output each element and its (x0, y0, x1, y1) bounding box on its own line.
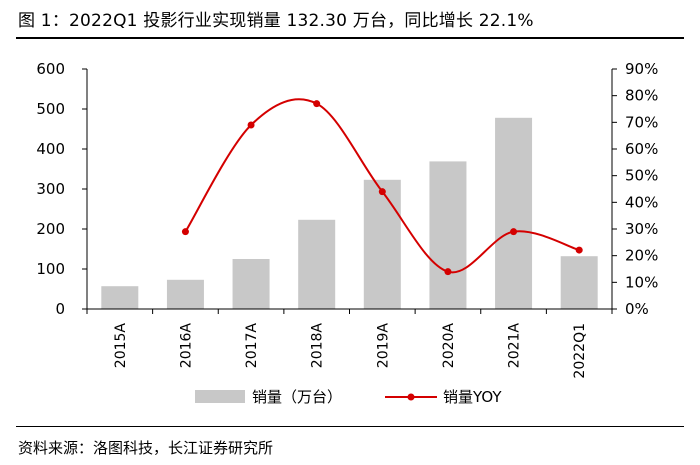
right-tick-label: 80% (625, 87, 658, 105)
left-tick-label: 200 (36, 220, 65, 238)
right-tick-label: 20% (625, 247, 658, 265)
category-labels: 2015A 2016A 2017A 2018A 2019A 2020A 2021A 2022Q… (113, 323, 588, 379)
left-tick-label: 600 (36, 60, 65, 78)
right-tick-label: 50% (625, 167, 658, 185)
right-tick-label: 10% (625, 273, 658, 291)
category-label: 2021A (507, 323, 523, 369)
category-label: 2019A (375, 323, 391, 369)
left-tick-label: 300 (36, 180, 65, 198)
bar-series (101, 117, 598, 309)
legend: 销量（万台） 销量YOY (195, 388, 502, 406)
yoy-point (510, 228, 518, 236)
category-label: 2016A (178, 323, 194, 369)
right-tick-label: 60% (625, 140, 658, 158)
title-divider (16, 37, 684, 39)
line-series (181, 98, 583, 276)
source-note: 资料来源：洛图科技，长江证券研究所 (18, 439, 274, 457)
source-divider (16, 426, 684, 427)
bar (429, 161, 467, 309)
category-label: 2017A (244, 323, 260, 369)
yoy-point (444, 268, 452, 276)
yoy-point (181, 228, 189, 236)
left-tick-label: 500 (36, 100, 65, 118)
bar (298, 219, 336, 309)
bar (232, 259, 270, 309)
category-label: 2022Q1 (572, 323, 588, 379)
bar (363, 179, 401, 309)
right-tick-label: 70% (625, 113, 658, 131)
bar (560, 256, 598, 309)
legend-line-label: 销量YOY (443, 388, 502, 406)
chart: 0 100 200 300 400 500 600 0% 10% 20% 30% 40% 50% 60%… (36, 60, 658, 406)
left-axis-ticks: 0 100 200 300 400 500 600 (36, 60, 87, 318)
left-tick-label: 400 (36, 140, 65, 158)
bar (101, 286, 139, 309)
left-tick-label: 100 (36, 260, 65, 278)
yoy-point (247, 121, 255, 129)
yoy-point (313, 100, 321, 108)
yoy-point (378, 188, 386, 196)
category-label: 2018A (310, 323, 326, 369)
left-tick-label: 0 (55, 300, 65, 318)
legend-bar-swatch (195, 390, 245, 403)
right-tick-label: 30% (625, 220, 658, 238)
axes (86, 69, 613, 314)
category-label: 2015A (113, 323, 129, 369)
category-label: 2020A (441, 323, 457, 369)
right-tick-label: 40% (625, 193, 658, 211)
legend-bar-label: 销量（万台） (252, 388, 342, 406)
bar (495, 117, 533, 309)
right-axis-ticks: 0% 10% 20% 30% 40% 50% 60% 70% 80% 90% (612, 60, 658, 318)
right-tick-label: 90% (625, 60, 658, 78)
yoy-point (575, 246, 583, 254)
bar (166, 279, 204, 309)
right-tick-label: 0% (625, 300, 649, 318)
figure-title: 图 1：2022Q1 投影行业实现销量 132.30 万台，同比增长 22.1% (18, 11, 534, 31)
legend-line-marker (407, 393, 415, 401)
